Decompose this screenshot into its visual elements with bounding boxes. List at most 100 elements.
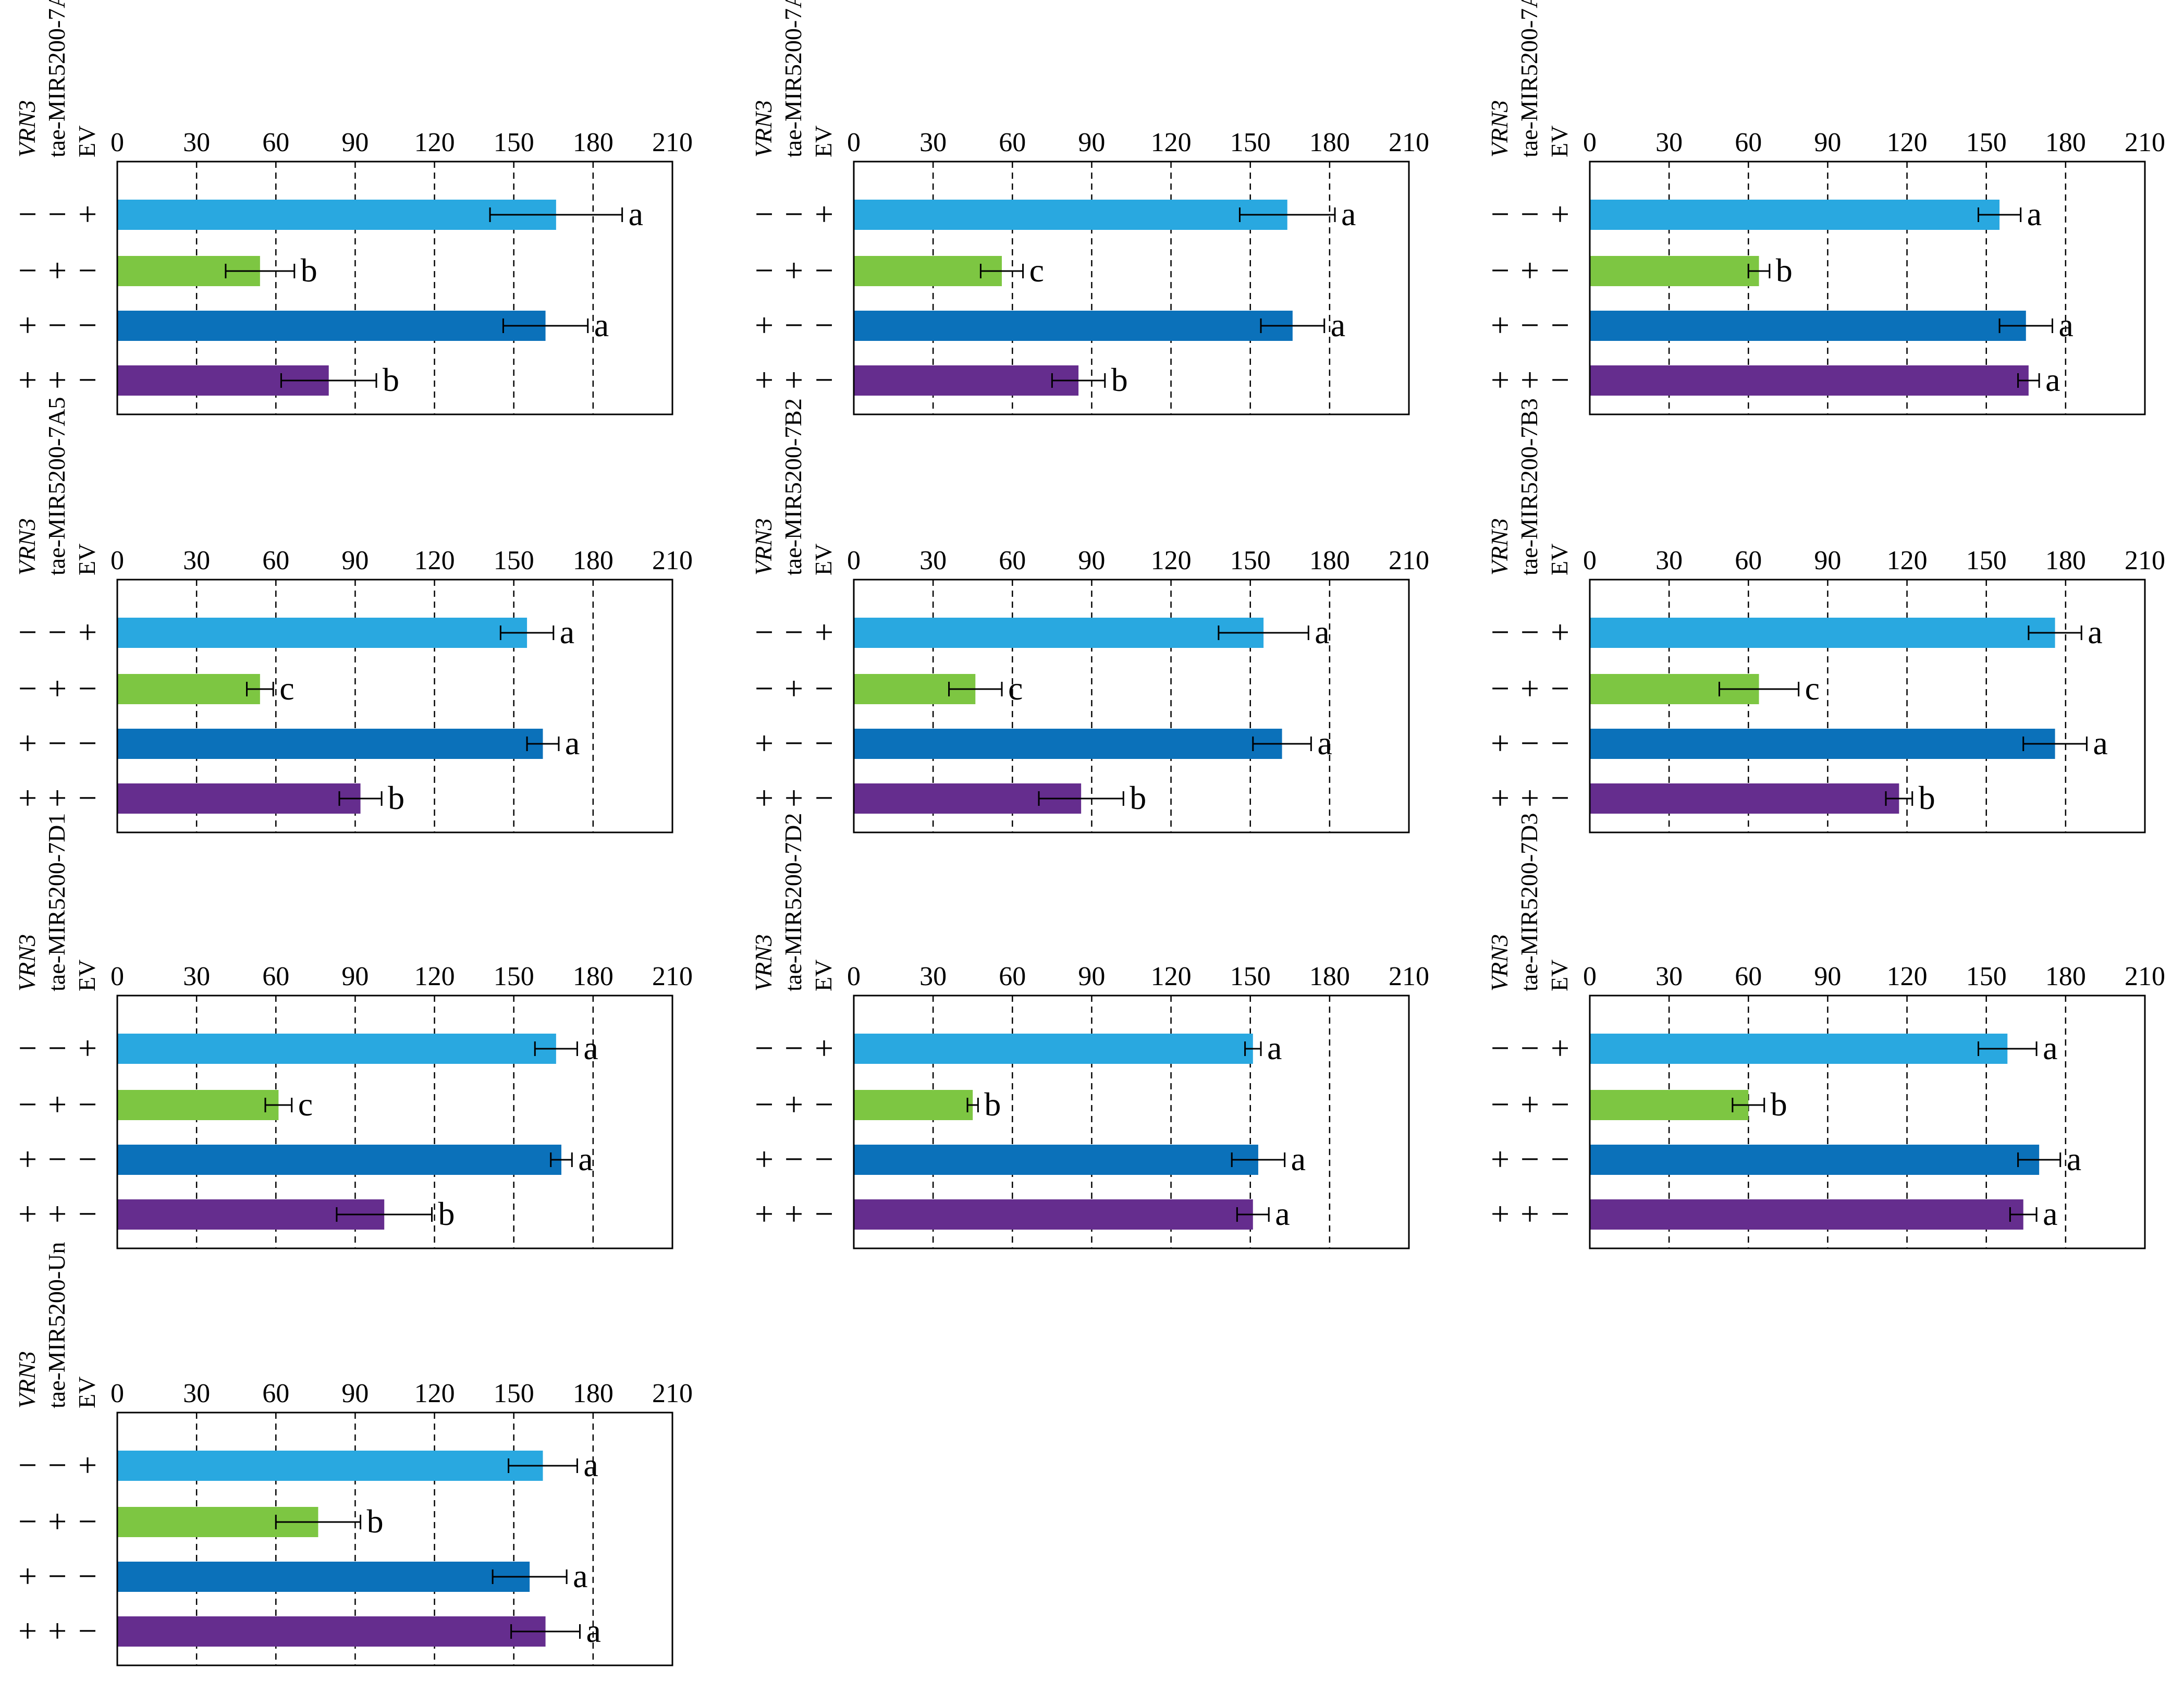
bar — [1590, 256, 1759, 286]
treatment-sign: − — [784, 1029, 803, 1066]
significance-letter: a — [1291, 1140, 1306, 1177]
treatment-sign: + — [1551, 1029, 1569, 1066]
x-tick-label: 30 — [183, 962, 210, 991]
treatment-sign: − — [48, 725, 67, 762]
treatment-sign: − — [48, 195, 67, 232]
x-tick-label: 0 — [847, 546, 861, 575]
treatment-sign: − — [1551, 725, 1569, 762]
treatment-sign: − — [815, 725, 833, 762]
treatment-sign: + — [1551, 195, 1569, 232]
significance-letter: b — [301, 252, 317, 289]
treatment-sign: − — [18, 1446, 37, 1483]
treatment-sign: + — [1491, 361, 1510, 398]
bar — [1590, 200, 2000, 230]
treatment-sign: + — [18, 361, 37, 398]
significance-letter: a — [1315, 613, 1329, 651]
bar — [854, 729, 1282, 759]
treatment-sign: + — [784, 1086, 803, 1123]
x-tick-label: 60 — [999, 962, 1026, 991]
header-ev: EV — [810, 544, 837, 575]
treatment-sign: − — [1520, 306, 1539, 343]
x-tick-label: 30 — [1655, 128, 1683, 157]
significance-letter: a — [573, 1557, 587, 1594]
treatment-sign: − — [755, 670, 774, 707]
treatment-sign: − — [815, 1195, 833, 1232]
x-tick-label: 210 — [652, 962, 693, 991]
treatment-sign: − — [755, 1029, 774, 1066]
treatment-sign: − — [784, 306, 803, 343]
x-tick-label: 150 — [1230, 546, 1271, 575]
treatment-sign: + — [1520, 1086, 1539, 1123]
header-mirna: tae-MIR5200-7A5 — [43, 397, 70, 575]
header-vrn3: VRN3 — [1486, 100, 1513, 157]
treatment-sign: − — [1551, 779, 1569, 816]
treatment-sign: + — [755, 779, 774, 816]
treatment-sign: − — [78, 306, 97, 343]
header-vrn3: VRN3 — [750, 934, 777, 991]
x-tick-label: 60 — [1735, 128, 1762, 157]
treatment-sign: + — [755, 725, 774, 762]
treatment-sign: − — [18, 1503, 37, 1540]
treatment-sign: − — [755, 252, 774, 289]
treatment-sign: − — [1551, 306, 1569, 343]
x-tick-label: 120 — [414, 128, 455, 157]
bar — [854, 1145, 1258, 1175]
treatment-sign: + — [815, 613, 833, 651]
x-tick-label: 0 — [111, 1379, 124, 1408]
treatment-sign: − — [48, 306, 67, 343]
x-tick-label: 180 — [1309, 546, 1350, 575]
significance-letter: a — [578, 1140, 593, 1177]
x-tick-label: 90 — [1814, 128, 1841, 157]
treatment-sign: − — [755, 1086, 774, 1123]
x-tick-label: 90 — [341, 546, 369, 575]
treatment-sign: − — [78, 1140, 97, 1177]
significance-letter: a — [2043, 1195, 2057, 1232]
significance-letter: c — [1805, 670, 1820, 707]
x-tick-label: 150 — [494, 962, 534, 991]
bar — [117, 311, 546, 341]
treatment-sign: − — [1551, 361, 1569, 398]
treatment-sign: − — [18, 252, 37, 289]
x-tick-label: 210 — [1389, 962, 1429, 991]
header-ev: EV — [1546, 960, 1573, 991]
x-tick-label: 150 — [494, 1379, 534, 1408]
x-tick-label: 180 — [2045, 962, 2086, 991]
treatment-sign: + — [1520, 1195, 1539, 1232]
treatment-sign: − — [784, 725, 803, 762]
plot-frame — [116, 995, 673, 1249]
treatment-sign: − — [815, 1086, 833, 1123]
x-tick-label: 120 — [1887, 128, 1928, 157]
bar — [854, 365, 1079, 396]
treatment-sign: + — [784, 1195, 803, 1232]
bar — [117, 1616, 546, 1647]
significance-letter: b — [438, 1195, 455, 1232]
treatment-sign: − — [755, 195, 774, 232]
header-ev: EV — [73, 126, 100, 157]
treatment-sign: − — [18, 670, 37, 707]
significance-letter: a — [2059, 306, 2073, 343]
treatment-sign: − — [48, 1029, 67, 1066]
treatment-sign: − — [1520, 1140, 1539, 1177]
x-tick-label: 150 — [494, 128, 534, 157]
header-ev: EV — [810, 126, 837, 157]
significance-letter: c — [1029, 252, 1044, 289]
treatment-sign: − — [815, 361, 833, 398]
treatment-sign: − — [815, 779, 833, 816]
x-tick-label: 210 — [652, 128, 693, 157]
treatment-sign: + — [18, 779, 37, 816]
x-tick-label: 150 — [1966, 962, 2007, 991]
treatment-sign: − — [1491, 195, 1510, 232]
treatment-sign: − — [1520, 613, 1539, 651]
significance-letter: a — [2093, 725, 2107, 762]
significance-letter: a — [583, 1446, 598, 1483]
x-tick-label: 90 — [1814, 962, 1841, 991]
bar — [117, 200, 556, 230]
significance-letter: a — [1317, 725, 1332, 762]
significance-letter: a — [2043, 1029, 2057, 1066]
treatment-sign: + — [18, 725, 37, 762]
treatment-sign: + — [755, 1195, 774, 1232]
